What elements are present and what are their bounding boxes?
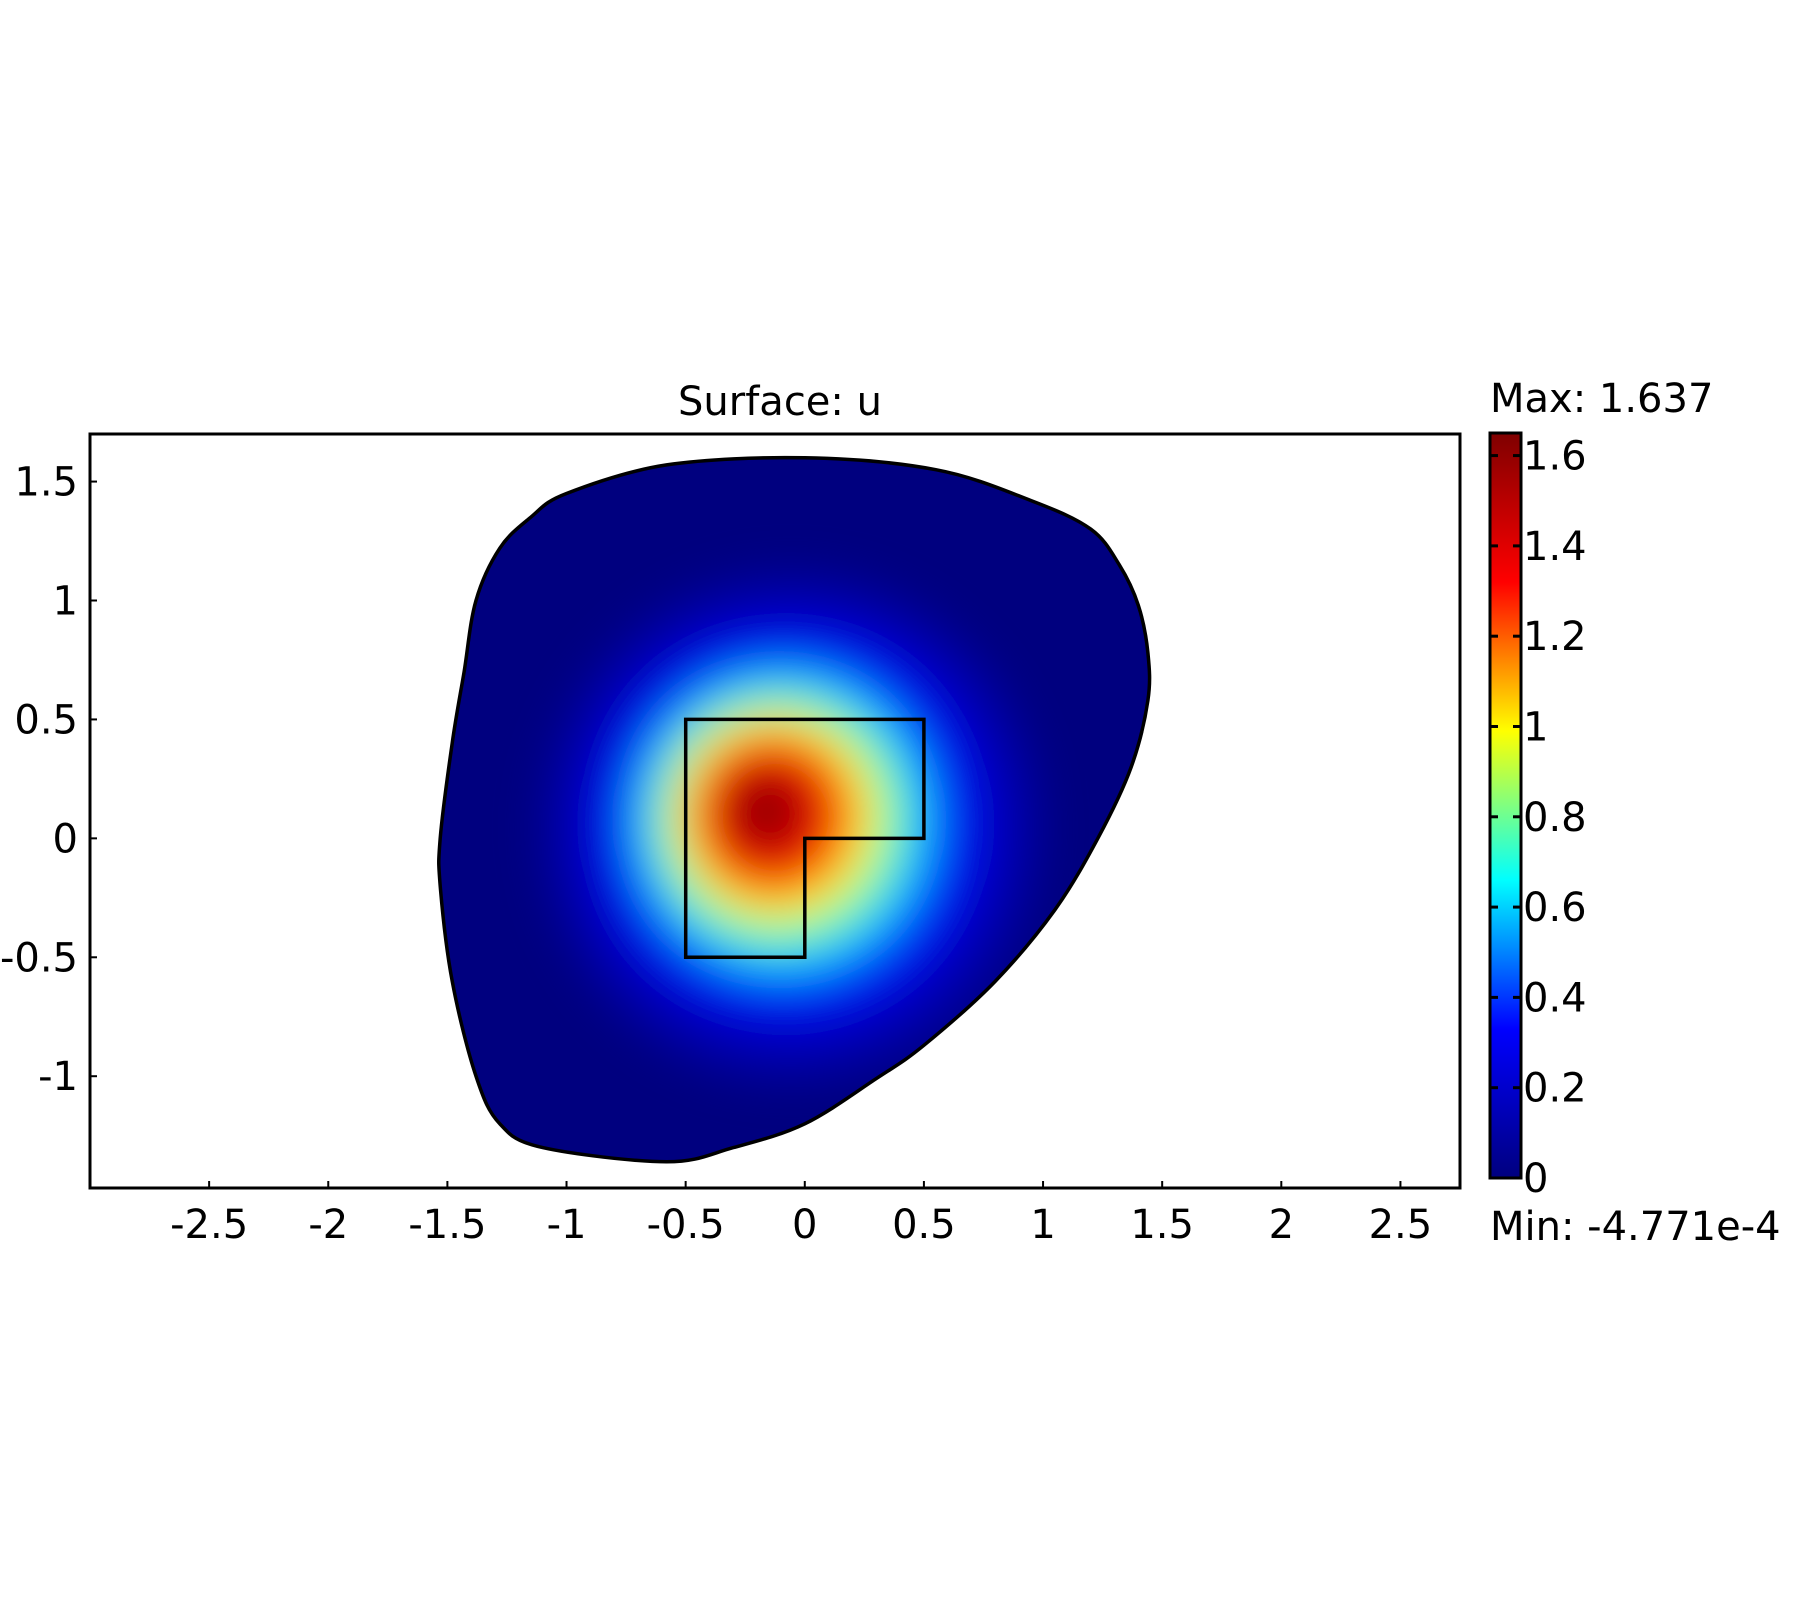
colorbar-tick-label: 1.2	[1523, 614, 1587, 660]
colorbar-tick-label: 1.6	[1523, 434, 1587, 480]
y-axis-ticks: -1 -0.5 0 0.5 1 1.5	[0, 460, 97, 1100]
colorbar-tick-label: 0.8	[1523, 795, 1587, 841]
x-tick-label: 0	[792, 1202, 817, 1248]
x-tick-label: -1.5	[408, 1202, 486, 1248]
colorbar-max-label: Max: 1.637	[1490, 376, 1713, 422]
field-layer	[438, 457, 1150, 1162]
domain-boundary	[437, 455, 1152, 1164]
y-tick-label: 1	[53, 578, 78, 624]
y-tick-label: -0.5	[0, 935, 78, 981]
x-tick-label: -2.5	[170, 1202, 248, 1248]
x-tick-label: 1	[1030, 1202, 1055, 1248]
x-tick-label: 2	[1269, 1202, 1294, 1248]
field-surface	[438, 457, 1150, 1162]
colorbar-tick-label: 1	[1523, 704, 1548, 750]
y-tick-label: 1.5	[14, 460, 78, 506]
x-tick-label: 0.5	[892, 1202, 956, 1248]
x-tick-label: -2	[308, 1202, 348, 1248]
colorbar	[1488, 431, 1523, 1180]
x-tick-label: -1	[547, 1202, 587, 1248]
y-tick-label: -1	[38, 1054, 78, 1100]
colorbar-ticks: 0 0.2 0.4 0.6 0.8 1 1.2 1.4 1.6	[1490, 434, 1587, 1202]
x-tick-label: -0.5	[647, 1202, 725, 1248]
colorbar-tick-label: 0.2	[1523, 1066, 1587, 1112]
x-tick-label: 1.5	[1130, 1202, 1194, 1248]
colorbar-tick-label: 0.6	[1523, 885, 1587, 931]
y-tick-label: 0.5	[14, 697, 78, 743]
colorbar-tick-label: 1.4	[1523, 524, 1587, 570]
x-axis-ticks: -2.5 -2 -1.5 -1 -0.5 0 0.5 1 1.5 2 2.5	[170, 1181, 1432, 1248]
l-shape-boundary	[683, 717, 926, 960]
x-tick-label: 2.5	[1369, 1202, 1433, 1248]
colorbar-min-label: Min: -4.771e-4	[1490, 1204, 1781, 1250]
colorbar-tick-label: 0.4	[1523, 975, 1587, 1021]
y-tick-label: 0	[53, 816, 78, 862]
plot-title: Surface: u	[678, 379, 882, 425]
colorbar-tick-label: 0	[1523, 1156, 1548, 1202]
